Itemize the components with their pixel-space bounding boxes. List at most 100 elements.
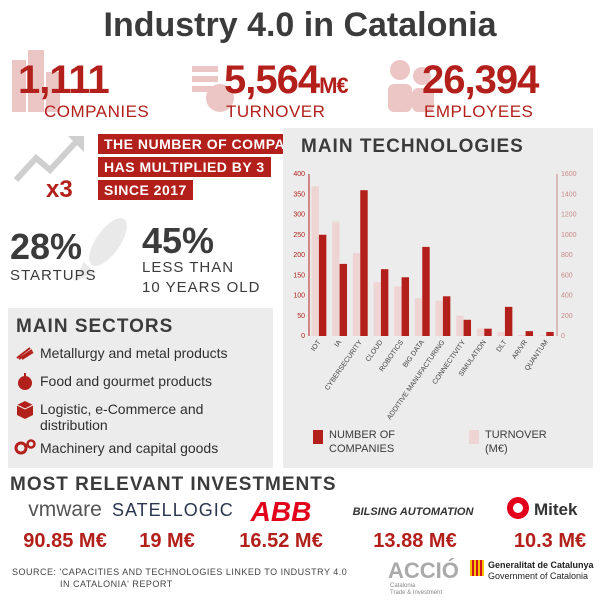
companies-bar xyxy=(401,277,410,336)
companies-bar xyxy=(380,269,389,336)
accio-sub-1: Catalonia xyxy=(390,583,416,589)
chart-title: MAIN TECHNOLOGIES xyxy=(301,136,524,157)
turnover-unit: M€ xyxy=(319,73,349,98)
satellogic-logo-text: SATELLOGIC xyxy=(112,500,234,520)
turnover-bar xyxy=(394,286,402,336)
startups-pct: 28% xyxy=(10,226,83,267)
right-tick-label: 200 xyxy=(561,313,573,320)
metal-coil-icon xyxy=(16,346,34,360)
sector-item-logistics: Logistic, e-Commerce and distribution xyxy=(40,401,204,433)
category-label: CYBERSECURITY xyxy=(324,339,364,392)
companies-bar xyxy=(339,263,348,336)
companies-bar xyxy=(525,331,534,336)
accio-sub-2: Trade & Investment xyxy=(390,590,443,596)
bilsing-logo-text: BILSING AUTOMATION xyxy=(352,506,474,518)
companies-count: 1,111 xyxy=(18,58,110,102)
sector-item-food: Food and gourmet products xyxy=(40,373,212,389)
left-tick-label: 100 xyxy=(293,293,305,300)
turnover-bar xyxy=(352,252,361,336)
turnover-bar xyxy=(311,186,319,336)
companies-label: COMPANIES xyxy=(44,102,150,121)
gencat-flag-icon xyxy=(470,560,484,576)
companies-bar xyxy=(484,328,492,336)
vmware-logo-text: vmware xyxy=(28,498,102,521)
left-tick-label: 50 xyxy=(297,313,305,320)
right-tick-label: 1400 xyxy=(561,191,577,198)
gears-icon xyxy=(14,438,36,456)
technologies-chart: 0 50 100 150 200 250 300 350 400 0 200 400 600 800 100… xyxy=(293,171,577,455)
gencat-name: Generalitat de Catalunya xyxy=(488,560,594,570)
legend-swatch xyxy=(469,430,479,444)
page-title: Industry 4.0 in Catalonia xyxy=(103,6,497,44)
turnover-bar xyxy=(476,328,485,336)
investment-value-abb: 16.52 M€ xyxy=(239,530,323,552)
right-tick-label: 400 xyxy=(561,293,573,300)
turnover-amount: 5,564 xyxy=(224,58,320,102)
legend-label: COMPANIES xyxy=(329,443,394,455)
investment-logo-bilsing: BILSING AUTOMATION xyxy=(338,500,488,524)
legend-label: (M€) xyxy=(485,443,508,455)
investment-logo-satellogic: SATELLOGIC xyxy=(112,500,234,526)
sectors-heading: MAIN SECTORS xyxy=(16,316,174,337)
investment-value-mitek: 10.3 M€ xyxy=(513,530,587,552)
mitek-logo-icon xyxy=(506,496,530,520)
legend-label: NUMBER OF xyxy=(329,429,395,441)
apple-icon xyxy=(16,372,34,390)
companies-bar xyxy=(546,331,554,336)
companies-bar xyxy=(360,190,368,336)
right-tick-label: 0 xyxy=(561,333,565,340)
turnover-bar xyxy=(497,331,505,336)
employees-count: 26,394 xyxy=(422,58,539,102)
companies-bar xyxy=(442,296,451,336)
investment-value-satellogic: 19 M€ xyxy=(139,530,195,552)
sector-item-metallurgy: Metallurgy and metal products xyxy=(40,345,228,361)
source-line-1: SOURCE: 'CAPACITIES AND TECHNOLOGIES LIN… xyxy=(12,567,348,577)
employees-label: EMPLOYEES xyxy=(424,102,534,121)
sectors-panel: MAIN SECTORS Metallurgy and metal produc… xyxy=(8,308,273,468)
growth-arrow-icon xyxy=(10,130,90,190)
companies-bar xyxy=(504,306,513,336)
category-label: AR/VR xyxy=(511,339,529,361)
turnover-label: TURNOVER xyxy=(226,102,326,121)
growth-multiplier: x3 xyxy=(46,176,73,203)
investments-heading: MOST RELEVANT INVESTMENTS xyxy=(10,474,337,495)
investment-logo-abb: ABB xyxy=(236,496,326,527)
category-label: CLOUD xyxy=(365,339,385,363)
left-tick-label: 200 xyxy=(293,252,305,259)
growth-line-3: SINCE 2017 xyxy=(98,180,193,200)
abb-logo-text: ABB xyxy=(250,496,312,527)
right-tick-label: 1200 xyxy=(561,212,577,219)
accio-logo: ACCIÓ xyxy=(388,558,459,583)
chart-panel: MAIN TECHNOLOGIES 0 50 100 150 200 250 300 350 4… xyxy=(283,128,593,468)
rocket-icon xyxy=(64,212,134,292)
mitek-logo-text: Mitek xyxy=(534,500,578,519)
investment-value-bilsing: 13.88 M€ xyxy=(373,530,457,552)
sector-item-machinery: Machinery and capital goods xyxy=(40,440,219,456)
left-tick-label: 300 xyxy=(293,212,305,219)
companies-bar xyxy=(318,234,327,336)
coins-icon xyxy=(190,62,240,114)
young-companies-label-2: 10 YEARS OLD xyxy=(142,279,261,296)
box-icon xyxy=(16,400,34,420)
turnover-bar xyxy=(538,335,547,336)
young-companies-label-1: LESS THAN xyxy=(142,259,235,276)
right-tick-label: 1000 xyxy=(561,232,577,239)
category-label: IOT xyxy=(310,339,323,353)
right-tick-label: 800 xyxy=(561,252,573,259)
young-companies-pct: 45% xyxy=(142,220,215,261)
right-tick-label: 600 xyxy=(561,272,573,279)
turnover-bar xyxy=(435,300,443,336)
companies-bar xyxy=(422,246,430,336)
people-icon xyxy=(386,56,436,114)
companies-bar xyxy=(463,319,472,336)
right-tick-label: 1600 xyxy=(561,171,577,178)
turnover-bar xyxy=(373,282,381,336)
legend-label: TURNOVER xyxy=(485,429,547,441)
left-tick-label: 350 xyxy=(293,191,305,198)
source-line-2: IN CATALONIA' REPORT xyxy=(60,579,173,589)
left-tick-label: 150 xyxy=(293,272,305,279)
growth-line-1: THE NUMBER OF COMPANIES xyxy=(98,134,326,154)
investment-value-vmware: 90.85 M€ xyxy=(23,530,107,552)
category-label: IA xyxy=(334,339,344,349)
category-label: DLT xyxy=(496,339,509,354)
